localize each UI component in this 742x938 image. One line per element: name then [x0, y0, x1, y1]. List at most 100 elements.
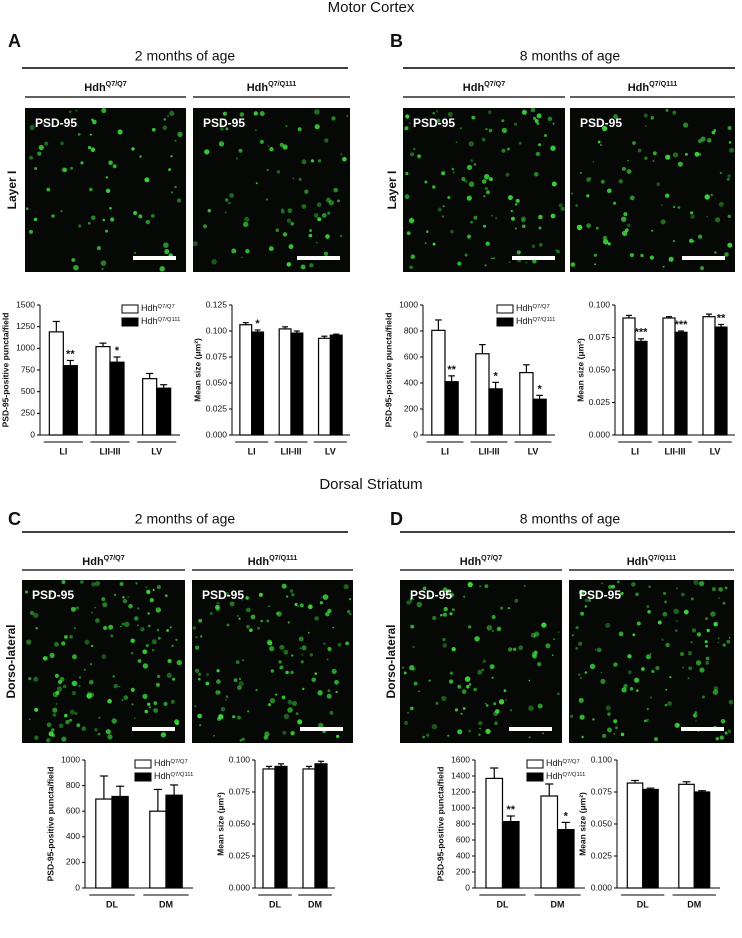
punctum [26, 639, 32, 645]
punctum [299, 647, 302, 650]
punctum [198, 672, 202, 676]
genotype-label-sup: Q7/Q7 [481, 554, 502, 562]
punctum [473, 215, 478, 220]
punctum [474, 636, 480, 642]
punctum [145, 644, 149, 648]
punctum [404, 126, 409, 131]
punctum [123, 621, 130, 628]
punctum [629, 195, 635, 201]
punctum [200, 635, 203, 638]
punctum [627, 670, 632, 675]
punctum [694, 151, 700, 157]
punctum [97, 732, 101, 736]
punctum [128, 603, 133, 609]
x-tick-label: LV [528, 446, 539, 456]
punctum [207, 209, 211, 213]
punctum [269, 646, 275, 652]
bar [532, 398, 547, 436]
y-tick-label: 0.125 [206, 299, 228, 309]
punctum [236, 157, 238, 160]
punctum [174, 185, 177, 189]
genotype-label: HdhQ7/Q7 [463, 80, 505, 94]
punctum [95, 618, 100, 623]
punctum [680, 652, 684, 656]
punctum [349, 613, 352, 616]
punctum [673, 608, 679, 615]
region-label: Dorso-lateral [384, 624, 398, 698]
y-tick-label: 0.100 [591, 754, 613, 764]
punctum [203, 121, 207, 125]
punctum [576, 224, 583, 231]
age-label: 2 months of age [135, 511, 236, 527]
punctum [175, 638, 178, 641]
punctum [413, 681, 418, 686]
punctum [194, 705, 197, 708]
punctum [479, 585, 481, 588]
punctum [410, 152, 415, 157]
punctum [665, 193, 670, 198]
punctum [317, 159, 322, 163]
punctum [521, 109, 527, 115]
punctum [294, 602, 298, 607]
punctum [468, 141, 474, 147]
legend-label-base: Hdh [546, 771, 563, 781]
punctum [602, 733, 607, 739]
region-label: Layer I [5, 171, 19, 210]
y-tick-label: 1000 [61, 754, 80, 764]
punctum [442, 587, 448, 593]
punctum [665, 108, 669, 112]
punctum [215, 604, 220, 610]
punctum [152, 127, 156, 132]
punctum [156, 674, 161, 679]
punctum [532, 116, 537, 121]
genotype-label-base: Hdh [84, 82, 106, 94]
punctum [255, 182, 258, 185]
punctum [422, 735, 426, 739]
punctum [570, 262, 576, 267]
punctum [44, 141, 49, 146]
punctum [575, 204, 578, 207]
punctum [501, 127, 507, 133]
punctum [244, 216, 250, 222]
punctum [322, 594, 329, 600]
y-tick-label: 800 [404, 325, 418, 335]
punctum [133, 211, 138, 215]
punctum [495, 217, 498, 220]
y-tick-label: 1500 [16, 299, 35, 309]
punctum [101, 597, 106, 602]
punctum [428, 679, 431, 682]
punctum [71, 691, 77, 696]
punctum [466, 195, 472, 201]
punctum [435, 702, 439, 705]
punctum [119, 582, 124, 586]
y-axis-label: PSD-95-positive puncta/field [383, 313, 393, 428]
punctum [120, 625, 122, 628]
punctum [231, 248, 237, 254]
punctum [301, 645, 307, 651]
y-tick-label: 200 [404, 403, 418, 413]
punctum [281, 583, 287, 589]
punctum [505, 698, 508, 701]
punctum [84, 639, 90, 645]
punctum [663, 591, 667, 596]
legend-swatch [134, 759, 152, 769]
punctum [42, 656, 48, 661]
legend-label: HdhQ7/Q7 [516, 303, 550, 313]
punctum [73, 264, 79, 271]
y-tick-label: 0.025 [589, 397, 611, 407]
punctum [530, 632, 536, 638]
punctum [425, 230, 429, 234]
punctum [101, 268, 104, 270]
bar [314, 763, 328, 889]
punctum [534, 119, 539, 123]
punctum [232, 715, 236, 719]
punctum [169, 110, 175, 116]
punctum [166, 114, 170, 117]
punctum [578, 697, 584, 703]
punctum [43, 122, 45, 125]
punctum [690, 597, 694, 601]
punctum [553, 638, 556, 641]
punctum [151, 639, 157, 645]
punctum [555, 249, 558, 252]
punctum [332, 626, 335, 629]
